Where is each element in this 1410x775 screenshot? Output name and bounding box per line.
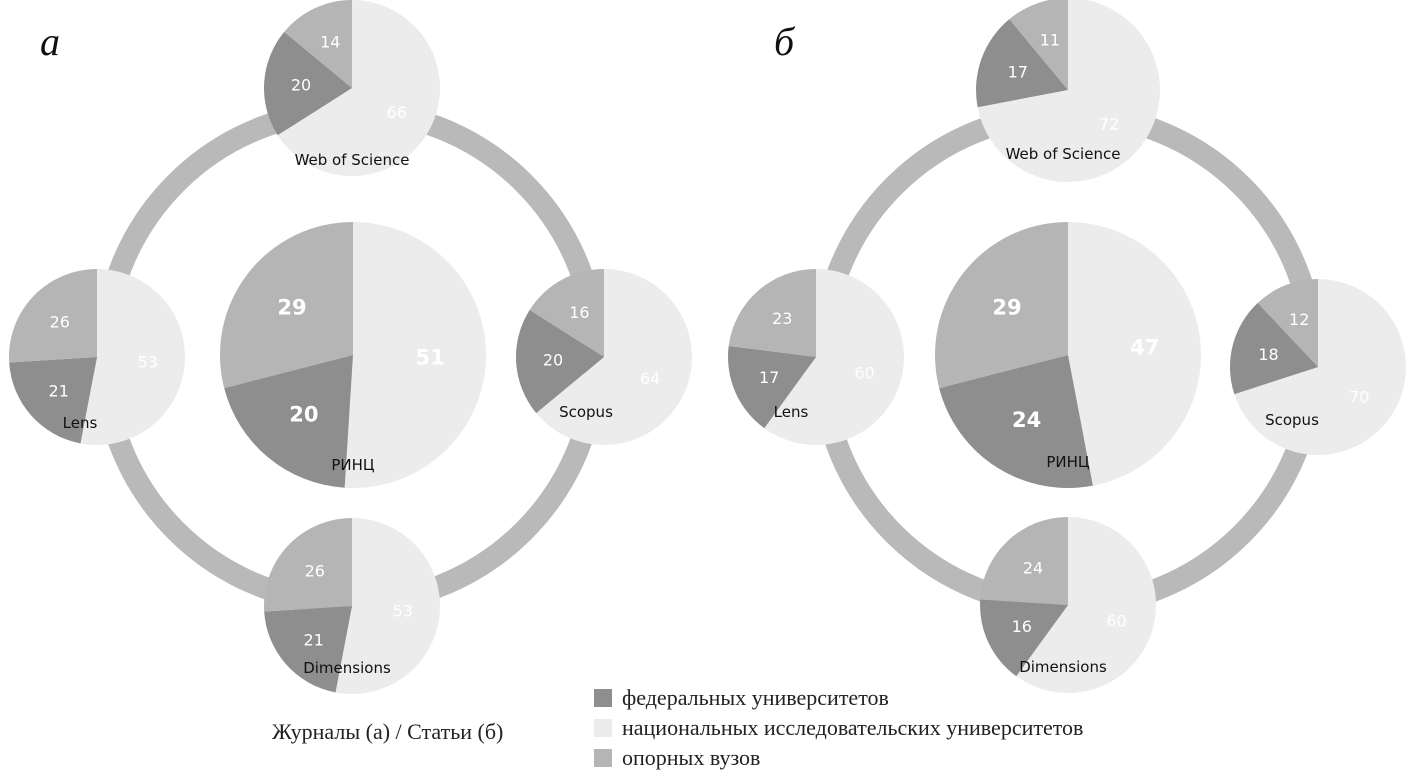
pie-scopus: 64 20 16 Scopus — [516, 269, 692, 446]
pie-slice-national — [1234, 279, 1407, 455]
pie-slice-national — [977, 0, 1160, 182]
data-label: 11 — [1040, 30, 1060, 49]
data-label: 70 — [1349, 388, 1369, 407]
pie-name-label: Dimensions — [1019, 658, 1107, 676]
pie-name-label: Scopus — [1265, 411, 1319, 429]
data-label: 17 — [759, 368, 779, 387]
pie-slice-opornye — [264, 518, 352, 612]
pie-slice-opornye — [1009, 0, 1068, 90]
pie-slice-opornye — [8, 269, 97, 363]
data-label: 18 — [1258, 345, 1278, 364]
data-label: 60 — [854, 363, 874, 382]
pie-slice-opornye — [220, 222, 353, 389]
data-label: 16 — [569, 303, 589, 322]
legend-swatch — [594, 719, 612, 737]
data-label: 24 — [1023, 558, 1043, 577]
pie-slice-federal — [1230, 302, 1318, 395]
pie-web-of-science: 72 17 11 Web of Science — [975, 0, 1160, 182]
data-label: 20 — [291, 75, 311, 94]
legend-label: национальных исследовательских университ… — [622, 715, 1084, 740]
data-label: 66 — [387, 103, 407, 122]
legend-label: федеральных университетов — [622, 685, 889, 710]
pie-name-label: РИНЦ — [331, 456, 375, 474]
pie-ринц: 47 24 29 РИНЦ — [935, 222, 1201, 488]
data-label: 60 — [1106, 611, 1126, 630]
pie-slice-national — [1068, 222, 1201, 486]
data-label: 47 — [1130, 336, 1159, 360]
pie-web-of-science: 66 20 14 Web of Science — [264, 0, 440, 176]
data-label: 64 — [640, 369, 660, 388]
data-label: 26 — [50, 313, 70, 332]
data-label: 20 — [289, 402, 318, 426]
pie-name-label: Dimensions — [303, 659, 391, 677]
panel-1: 72 17 11 Web of Science 60 17 23 Lens 70 18 12 Scop… — [728, 0, 1407, 693]
pie-slice-federal — [939, 355, 1093, 488]
pie-slice-opornye — [728, 269, 816, 357]
legend-swatch — [594, 689, 612, 707]
data-label: 17 — [1008, 62, 1028, 81]
data-label: 14 — [320, 32, 340, 51]
legend-item-opornye: опорных вузов — [594, 743, 1083, 773]
legend-swatch — [594, 749, 612, 767]
data-label: 29 — [992, 296, 1021, 320]
pie-dimensions: 53 21 26 Dimensions — [264, 518, 440, 694]
pie-name-label: Web of Science — [1006, 145, 1121, 163]
pie-ринц: 51 20 29 РИНЦ — [220, 222, 487, 489]
pie-slice-national — [1016, 517, 1157, 693]
pie-slice-federal — [516, 309, 604, 414]
pie-name-label: РИНЦ — [1046, 453, 1090, 471]
pie-dimensions: 60 16 24 Dimensions — [979, 517, 1157, 693]
pie-name-label: Lens — [774, 403, 809, 421]
pie-slice-federal — [264, 31, 352, 136]
data-label: 16 — [1012, 617, 1032, 636]
pie-slice-national — [335, 518, 440, 694]
pie-slice-opornye — [284, 0, 352, 88]
data-label: 51 — [415, 345, 444, 369]
pie-slice-opornye — [1257, 279, 1318, 367]
panel-0: 66 20 14 Web of Science 53 21 26 Lens 64 20 16 Scop… — [8, 0, 692, 694]
pie-name-label: Scopus — [559, 403, 613, 421]
pie-slice-opornye — [935, 222, 1068, 389]
data-label: 21 — [304, 630, 324, 649]
pie-name-label: Web of Science — [295, 151, 410, 169]
data-label: 72 — [1099, 115, 1119, 134]
pie-slice-national — [764, 269, 905, 445]
pie-slice-federal — [9, 357, 98, 444]
pie-slice-national — [277, 0, 440, 176]
pie-scopus: 70 18 12 Scopus — [1230, 279, 1407, 455]
panel-label-b: б — [774, 19, 795, 64]
legend-item-national: национальных исследовательских университ… — [594, 713, 1083, 743]
data-label: 29 — [277, 296, 306, 320]
data-label: 23 — [772, 309, 792, 328]
pie-slice-national — [344, 222, 487, 489]
legend-title: Журналы (а) / Статьи (б) — [272, 719, 504, 744]
data-label: 26 — [305, 562, 325, 581]
legend-item-federal: федеральных университетов — [594, 683, 1083, 713]
panel-label-a: а — [40, 19, 60, 64]
pie-slice-national — [536, 269, 692, 446]
data-label: 24 — [1012, 408, 1041, 432]
data-label: 21 — [49, 381, 69, 400]
pie-slice-federal — [264, 606, 352, 693]
pie-lens: 60 17 23 Lens — [728, 269, 905, 445]
pie-lens: 53 21 26 Lens — [8, 269, 186, 446]
pie-name-label: Lens — [63, 414, 98, 432]
pie-slice-federal — [979, 599, 1068, 677]
data-label: 53 — [393, 601, 413, 620]
pie-slice-federal — [728, 345, 816, 429]
data-label: 53 — [138, 352, 158, 371]
legend-label: опорных вузов — [622, 745, 761, 770]
data-label: 12 — [1289, 310, 1309, 329]
pie-slice-national — [80, 269, 186, 446]
pie-slice-federal — [224, 355, 353, 488]
pie-slice-opornye — [529, 269, 604, 357]
data-label: 20 — [543, 351, 563, 370]
pie-slice-federal — [975, 19, 1068, 108]
pie-slice-opornye — [980, 517, 1068, 605]
